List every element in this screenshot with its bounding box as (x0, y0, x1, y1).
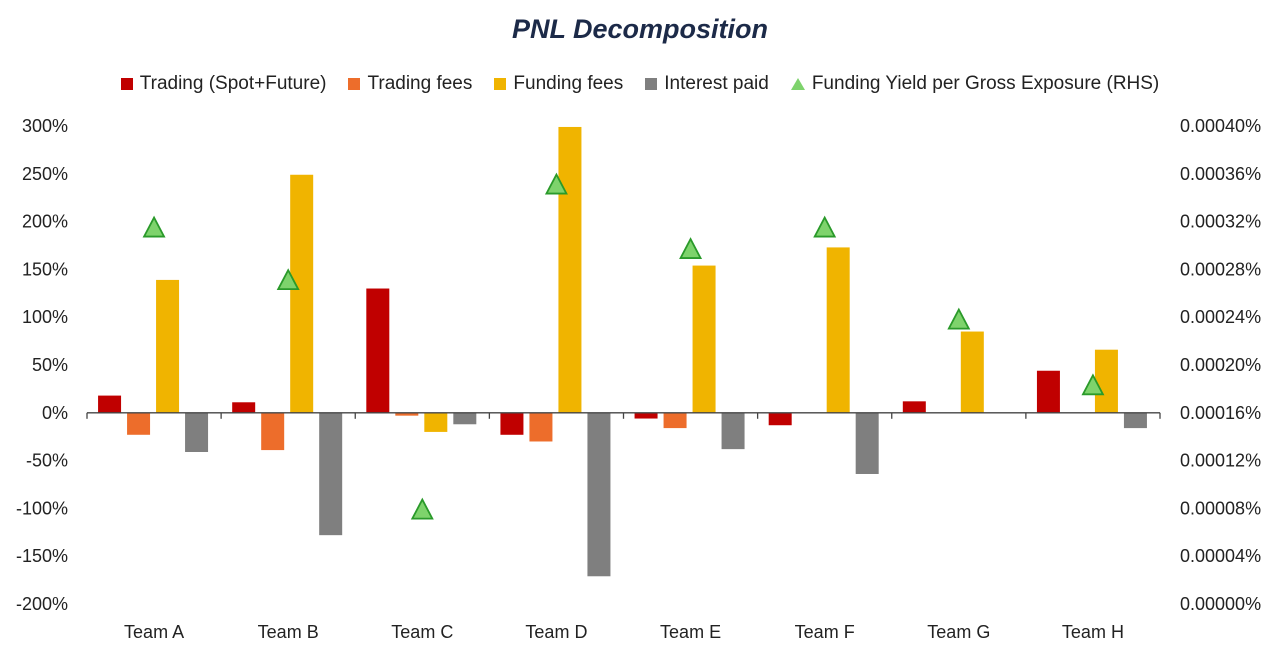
bar-trading-fees (529, 412, 553, 442)
bar-trading-spot-future (1036, 370, 1060, 413)
bar-funding-fees (558, 126, 582, 413)
legend-label-funding-fees: Funding fees (513, 73, 624, 94)
legend-swatch-trading-fees (348, 78, 361, 90)
bar-funding-fees (156, 279, 180, 413)
y-right-tick-label: 0.00040% (1180, 116, 1261, 136)
y-right-tick-label: 0.00024% (1180, 307, 1261, 327)
y-left-tick-label: -100% (16, 498, 68, 518)
y-left-tick-label: 0% (42, 403, 68, 423)
legend-item-funding-fees: Funding fees (494, 73, 623, 95)
funding-yield-marker (947, 307, 971, 330)
y-right-tick-label: 0.00032% (1180, 212, 1261, 232)
legend-swatch-interest-paid (645, 78, 658, 90)
legend-label-trading: Trading (Spot+Future) (139, 73, 327, 94)
y-right-tick-label: 0.00012% (1180, 451, 1261, 471)
bar-trading-fees (663, 412, 687, 429)
bar-interest-paid (453, 412, 477, 425)
legend-label-interest-paid: Interest paid (664, 73, 769, 94)
legend-item-trading: Trading (Spot+Future) (120, 73, 327, 95)
legend-triangle-icon (790, 78, 805, 90)
y-left-tick-label: 100% (22, 307, 68, 327)
bar-interest-paid (587, 412, 611, 577)
x-category-label: Team G (927, 622, 990, 642)
bar-funding-fees (290, 174, 314, 413)
bar-trading-spot-future (98, 395, 122, 413)
y-left-tick-label: 50% (32, 355, 68, 375)
funding-yield-marker (544, 172, 568, 195)
y-left-tick-label: -150% (16, 546, 68, 566)
bar-funding-fees (960, 331, 984, 413)
bar-interest-paid (1123, 412, 1147, 429)
y-right-tick-label: 0.00004% (1180, 546, 1261, 566)
chart-title: PNL Decomposition (511, 14, 769, 44)
bar-trading-spot-future (768, 412, 792, 426)
x-category-label: Team H (1062, 622, 1124, 642)
y-left-tick-label: 200% (22, 212, 68, 232)
legend-swatch-funding-fees (494, 78, 507, 90)
legend-label-trading-fees: Trading fees (367, 73, 473, 94)
bar-trading-spot-future (366, 288, 390, 413)
bar-funding-fees (1094, 349, 1118, 413)
legend-swatch-trading (120, 78, 133, 90)
bar-interest-paid (855, 412, 879, 474)
y-right-tick-label: 0.00028% (1180, 259, 1261, 279)
funding-yield-marker (410, 497, 434, 520)
y-right-tick-label: 0.00000% (1180, 594, 1261, 614)
x-category-label: Team E (660, 622, 721, 642)
funding-yield-marker (142, 215, 166, 238)
y-left-tick-label: -50% (26, 451, 68, 471)
bar-funding-fees (826, 247, 850, 413)
x-category-label: Team F (795, 622, 855, 642)
bar-trading-spot-future (232, 402, 256, 413)
bar-interest-paid (721, 412, 745, 450)
bar-trading-fees (395, 412, 419, 416)
y-left-tick-label: 150% (22, 259, 68, 279)
bar-trading-spot-future (902, 401, 926, 413)
funding-yield-marker (679, 237, 703, 259)
legend-item-interest-paid: Interest paid (645, 73, 769, 95)
bar-funding-fees (692, 265, 716, 413)
legend-item-funding-yield: Funding Yield per Gross Exposure (RHS) (790, 73, 1160, 95)
x-category-label: Team A (124, 622, 184, 642)
y-right-tick-label: 0.00008% (1180, 498, 1261, 518)
bar-interest-paid (185, 412, 209, 452)
bar-trading-fees (127, 412, 151, 435)
x-category-label: Team C (391, 622, 453, 642)
y-left-tick-label: 250% (22, 164, 68, 184)
bar-trading-spot-future (500, 412, 524, 435)
y-left-tick-label: -200% (16, 594, 68, 614)
funding-yield-marker (813, 215, 837, 238)
bar-funding-fees (424, 412, 448, 432)
y-right-tick-label: 0.00020% (1180, 355, 1261, 375)
funding-yield-marker (1081, 373, 1105, 396)
bar-interest-paid (319, 412, 343, 536)
x-category-label: Team B (258, 622, 319, 642)
bar-trading-fees (261, 412, 285, 451)
y-right-tick-label: 0.00036% (1180, 164, 1261, 184)
y-left-tick-label: 300% (22, 116, 68, 136)
legend-label-funding-yield: Funding Yield per Gross Exposure (RHS) (811, 73, 1160, 94)
bar-trading-spot-future (634, 412, 658, 419)
funding-yield-marker (276, 268, 300, 291)
legend-item-trading-fees: Trading fees (348, 73, 472, 95)
x-category-label: Team D (525, 622, 587, 642)
legend: Trading (Spot+Future) Trading fees Fundi… (0, 70, 1280, 98)
y-right-tick-label: 0.00016% (1180, 403, 1261, 423)
